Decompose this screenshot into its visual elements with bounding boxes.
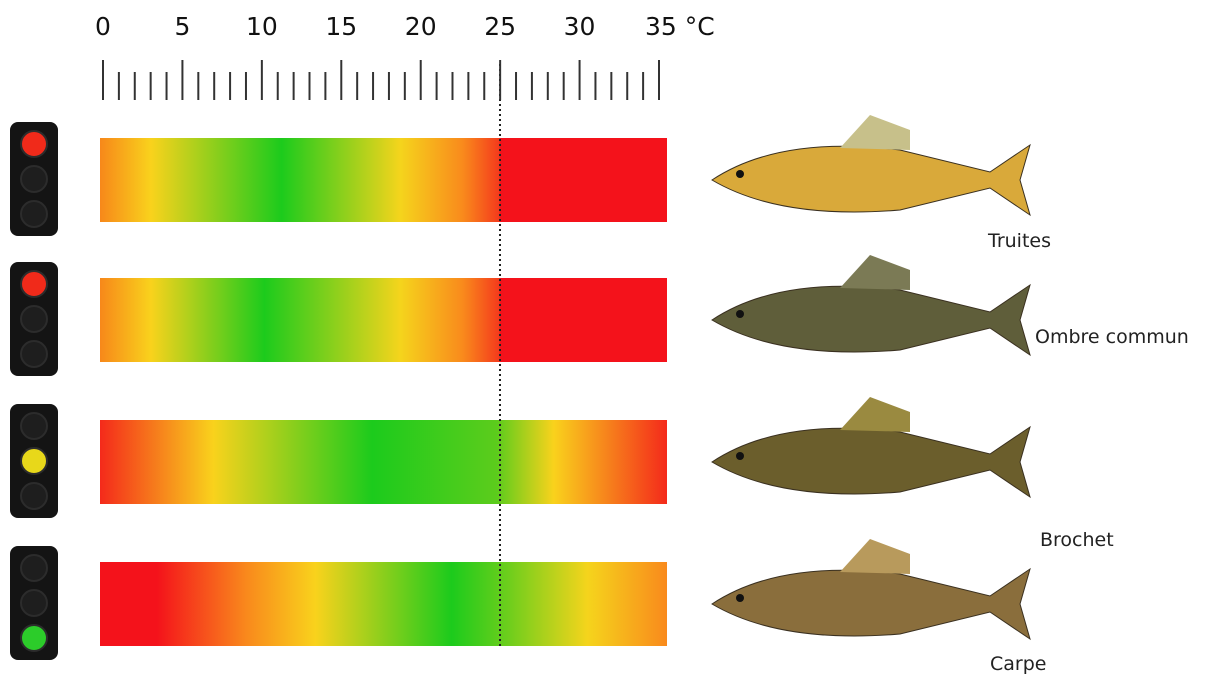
tick-label: 0 xyxy=(95,12,111,41)
species-name: Truites xyxy=(987,230,1051,252)
fish-eye xyxy=(736,310,744,318)
light-off xyxy=(21,483,47,509)
species-row: Truites xyxy=(10,115,1051,252)
tolerance-bar xyxy=(100,562,667,646)
tick-label: 15 xyxy=(325,12,357,41)
fish-body xyxy=(712,569,1030,639)
light-off xyxy=(21,166,47,192)
fish-eye xyxy=(736,594,744,602)
tick-label: 20 xyxy=(405,12,437,41)
tolerance-bar xyxy=(100,138,667,222)
light-off xyxy=(21,590,47,616)
fish-fin xyxy=(840,397,910,432)
light-off xyxy=(21,306,47,332)
light-off xyxy=(21,413,47,439)
light-on xyxy=(21,448,47,474)
tick-label: 5 xyxy=(174,12,190,41)
fish-fin xyxy=(840,539,910,574)
light-off xyxy=(21,341,47,367)
fish-body xyxy=(712,427,1030,497)
light-on xyxy=(21,271,47,297)
species-row: Ombre commun xyxy=(10,255,1189,376)
tick-label: 25 xyxy=(484,12,516,41)
page: {"scale": {"labels": ["0", "5", "10", "1… xyxy=(0,0,1208,677)
species-name: Brochet xyxy=(1040,529,1114,551)
tick-label: 35 °C xyxy=(645,12,715,41)
species-row: Carpe xyxy=(10,539,1046,675)
tolerance-bar xyxy=(100,278,667,362)
fish-fin xyxy=(840,255,910,290)
species-name: Carpe xyxy=(990,653,1046,675)
fish-body xyxy=(712,285,1030,355)
fish-eye xyxy=(736,170,744,178)
light-on xyxy=(21,131,47,157)
light-off xyxy=(21,555,47,581)
fish-fin xyxy=(840,115,910,150)
rows: Truites Ombre commun Brochet Carpe xyxy=(10,115,1189,675)
fish-eye xyxy=(736,452,744,460)
light-on xyxy=(21,625,47,651)
light-off xyxy=(21,201,47,227)
species-row: Brochet xyxy=(10,397,1114,551)
tolerance-bar xyxy=(100,420,667,504)
fish-body xyxy=(712,145,1030,215)
tick-label: 30 xyxy=(564,12,596,41)
infographic: Truites Ombre commun Brochet Carpe 0 5 10 15 20… xyxy=(0,0,1208,677)
species-name: Ombre commun xyxy=(1035,326,1189,348)
tick-label: 10 xyxy=(246,12,278,41)
